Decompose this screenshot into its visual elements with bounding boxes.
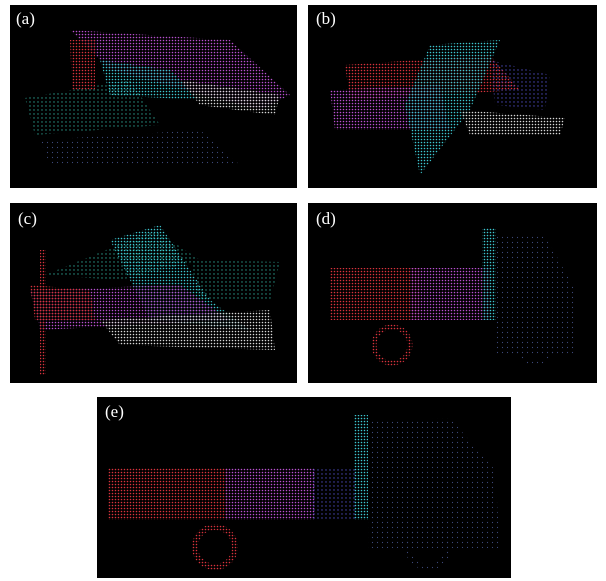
point-cloud — [190, 260, 280, 300]
panel-c: (c) — [10, 203, 297, 383]
truck-bed — [330, 268, 420, 320]
page: {"panels": [{"label": "(a)"}, {"label": … — [0, 0, 606, 581]
truck-bed — [312, 468, 357, 520]
figure: (a) (b) (c) (d) — [0, 0, 606, 581]
point-cloud — [30, 285, 95, 320]
panel-label: (a) — [16, 9, 35, 28]
panel-d: (d) — [308, 203, 597, 383]
panel-label: (c) — [18, 209, 37, 228]
panel-a: (a) — [10, 5, 297, 188]
panel-label: (b) — [316, 9, 336, 28]
panel-b: (b) — [308, 5, 597, 188]
truck-bed — [410, 268, 490, 320]
truck-bed — [108, 468, 228, 520]
panel-label: (d) — [316, 209, 336, 228]
panel-label: (e) — [105, 402, 124, 421]
point-cloud — [70, 40, 95, 90]
point-cloud — [40, 250, 46, 375]
truck-bed — [225, 468, 315, 520]
panel-e: (e) — [97, 397, 511, 578]
truck-cab — [354, 415, 368, 520]
truck-cab — [482, 228, 496, 320]
